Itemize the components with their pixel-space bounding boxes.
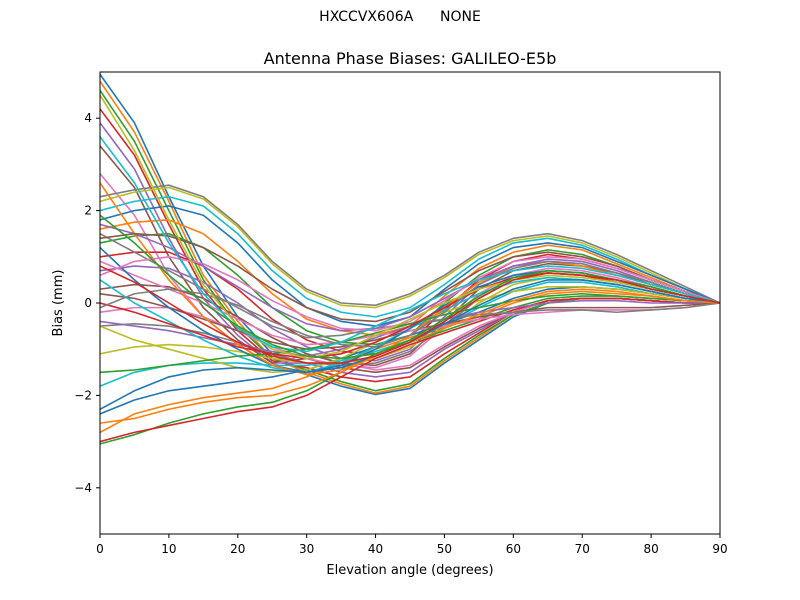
series-line-10 [100, 195, 720, 318]
y-tick-label: 0 [84, 296, 92, 310]
x-tick-label: 20 [230, 542, 245, 556]
x-tick-label: 70 [575, 542, 590, 556]
x-tick-label: 80 [643, 542, 658, 556]
series-line-40 [100, 136, 720, 353]
y-axis: −4 −2 0 2 4 [74, 111, 100, 495]
x-tick-label: 90 [712, 542, 727, 556]
series-line-8 [100, 184, 720, 307]
x-tick-label: 60 [506, 542, 521, 556]
series-line-39 [100, 94, 720, 360]
series-line-5 [100, 122, 720, 378]
series-line-22 [100, 290, 720, 434]
chart-title: Antenna Phase Biases: GALILEO-E5b [264, 49, 557, 68]
y-tick-label: 2 [84, 204, 92, 218]
series-line-37 [100, 255, 720, 332]
x-tick-label: 0 [96, 542, 104, 556]
y-axis-label: Bias (mm) [51, 270, 66, 337]
figure-suptitle: HXCCVX606A NONE [319, 9, 481, 25]
x-axis-label: Elevation angle (degrees) [326, 563, 493, 578]
x-axis: 0 10 20 30 40 50 60 70 80 90 [96, 534, 728, 556]
y-tick-label: 4 [84, 111, 92, 125]
series-layer [100, 73, 720, 445]
x-tick-label: 30 [299, 542, 314, 556]
x-tick-label: 50 [437, 542, 452, 556]
series-line-15 [100, 258, 720, 362]
series-line-24 [100, 297, 720, 443]
series-line-9 [100, 186, 720, 309]
series-line-44 [100, 265, 720, 364]
series-line-33 [100, 292, 720, 374]
series-line-36 [100, 232, 720, 323]
x-tick-label: 10 [161, 542, 176, 556]
y-tick-label: −4 [74, 481, 92, 495]
x-tick-label: 40 [368, 542, 383, 556]
plot-frame [99, 71, 721, 535]
y-tick-label: −2 [74, 388, 92, 402]
